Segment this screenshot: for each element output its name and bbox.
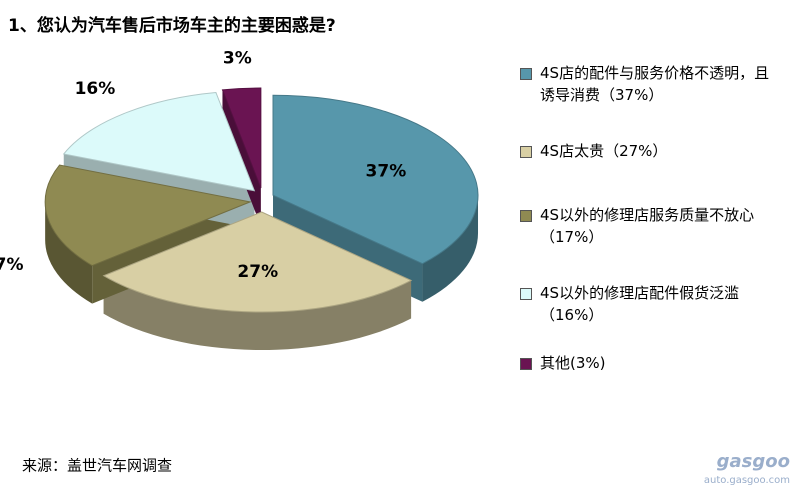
- slice: [221, 87, 262, 189]
- slice-wall: [422, 195, 479, 302]
- data-label: 17%: [0, 255, 23, 275]
- legend-swatch: [520, 358, 532, 370]
- legend-item: 4S店的配件与服务价格不透明，且诱导消费（37%）: [520, 62, 770, 106]
- source: 来源：盖世汽车网调查: [22, 457, 172, 475]
- chart-title: 1、您认为汽车售后市场车主的主要困惑是?: [8, 15, 336, 36]
- slice-wall: [45, 201, 93, 304]
- legend-swatch: [520, 68, 532, 80]
- legend-item: 4S以外的修理店配件假货泛滥（16%）: [520, 282, 770, 326]
- watermark-logo: gasgoo: [717, 451, 790, 472]
- data-label: 27%: [237, 262, 278, 282]
- legend-item: 4S店太贵（27%）: [520, 140, 770, 162]
- data-label: 3%: [223, 49, 252, 69]
- legend-item: 4S以外的修理店服务质量不放心（17%）: [520, 204, 770, 248]
- slice: [272, 94, 479, 265]
- slice: [62, 91, 256, 192]
- legend-swatch: [520, 210, 532, 222]
- slice-wall: [103, 275, 412, 350]
- data-label: 16%: [75, 79, 116, 99]
- legend-label: 4S店太贵（27%）: [540, 142, 668, 160]
- legend-item: 其他(3%): [520, 352, 770, 374]
- slice: [44, 164, 252, 267]
- legend-swatch: [520, 146, 532, 158]
- legend-label: 4S以外的修理店配件假货泛滥（16%）: [540, 284, 740, 324]
- legend-label: 4S店的配件与服务价格不透明，且诱导消费（37%）: [540, 64, 770, 104]
- data-label: 37%: [366, 161, 407, 181]
- watermark-url: auto.gasgoo.com: [704, 475, 790, 486]
- pie: 37% 27% 17% 16% 3%: [0, 49, 479, 350]
- legend-swatch: [520, 288, 532, 300]
- slice: [102, 211, 413, 313]
- legend-label: 4S以外的修理店服务质量不放心（17%）: [540, 206, 755, 246]
- legend-label: 其他(3%): [540, 354, 606, 372]
